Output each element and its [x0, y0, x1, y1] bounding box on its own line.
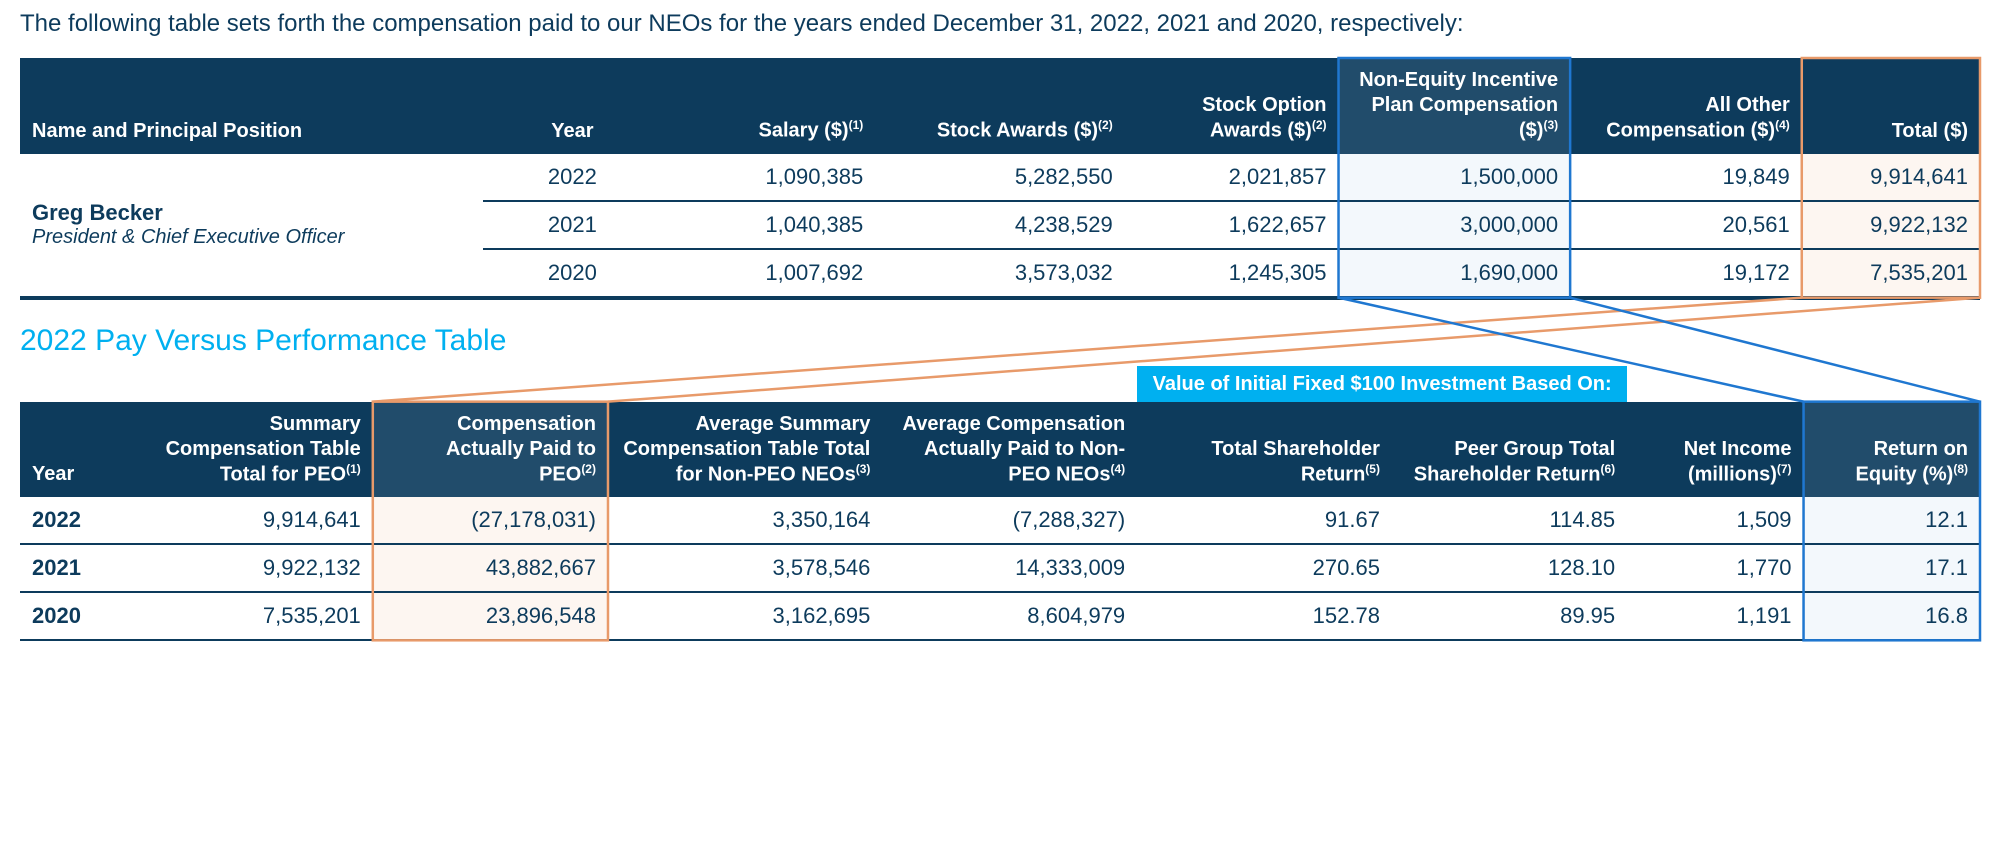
cell-year: 2022	[20, 497, 118, 544]
cell-sct-peo: 9,914,641	[118, 497, 373, 544]
compensation-table: Name and Principal Position Year Salary …	[20, 58, 1980, 300]
cell-total: 9,922,132	[1802, 201, 1980, 249]
col-total: Total ($)	[1802, 58, 1980, 154]
intro-paragraph: The following table sets forth the compe…	[20, 10, 1980, 38]
col-name: Name and Principal Position	[20, 58, 483, 154]
col-nonequity: Non-Equity Incentive Plan Compensation (…	[1339, 58, 1571, 154]
cell-option-awards: 1,622,657	[1125, 201, 1339, 249]
super-header-investment: Value of Initial Fixed $100 Investment B…	[1137, 366, 1627, 402]
cell-avg-cap: 14,333,009	[882, 544, 1137, 592]
cell-year: 2022	[483, 154, 661, 201]
cell-total: 7,535,201	[1802, 249, 1980, 298]
col-year: Year	[483, 58, 661, 154]
table-row: 2021 9,922,132 43,882,667 3,578,546 14,3…	[20, 544, 1980, 592]
table-row: Greg Becker President & Chief Executive …	[20, 154, 1980, 201]
cell-salary: 1,040,385	[661, 201, 875, 249]
cell-tsr: 91.67	[1137, 497, 1392, 544]
pay-vs-performance-heading: 2022 Pay Versus Performance Table	[20, 324, 1980, 358]
cell-roe: 12.1	[1804, 497, 1980, 544]
cell-stock-awards: 4,238,529	[875, 201, 1124, 249]
col-peer-tsr: Peer Group Total Shareholder Return(6)	[1392, 402, 1627, 498]
cell-total: 9,914,641	[1802, 154, 1980, 201]
col-cap-peo: Compensation Actually Paid to PEO(2)	[373, 402, 608, 498]
executive-name: Greg Becker	[32, 200, 471, 226]
cell-cap-peo: (27,178,031)	[373, 497, 608, 544]
col-avg-sct: Average Summary Compensation Table Total…	[608, 402, 882, 498]
cell-net-income: 1,191	[1627, 592, 1803, 640]
cell-peer-tsr: 89.95	[1392, 592, 1627, 640]
cell-nonequity: 1,690,000	[1339, 249, 1571, 298]
cell-sct-peo: 7,535,201	[118, 592, 373, 640]
cell-salary: 1,007,692	[661, 249, 875, 298]
cell-year: 2021	[483, 201, 661, 249]
cell-nonequity: 3,000,000	[1339, 201, 1571, 249]
cell-stock-awards: 3,573,032	[875, 249, 1124, 298]
col-option-awards: Stock Option Awards ($)(2)	[1125, 58, 1339, 154]
executive-name-cell: Greg Becker President & Chief Executive …	[20, 154, 483, 298]
cell-tsr: 270.65	[1137, 544, 1392, 592]
col-year: Year	[20, 402, 118, 498]
cell-all-other: 19,849	[1570, 154, 1802, 201]
cell-net-income: 1,770	[1627, 544, 1803, 592]
cell-option-awards: 1,245,305	[1125, 249, 1339, 298]
col-net-income: Net Income (millions)(7)	[1627, 402, 1803, 498]
cell-all-other: 19,172	[1570, 249, 1802, 298]
col-salary: Salary ($)(1)	[661, 58, 875, 154]
cell-avg-sct: 3,162,695	[608, 592, 882, 640]
cell-year: 2020	[20, 592, 118, 640]
cell-avg-sct: 3,350,164	[608, 497, 882, 544]
col-roe: Return on Equity (%)(8)	[1804, 402, 1980, 498]
table-row: 2020 7,535,201 23,896,548 3,162,695 8,60…	[20, 592, 1980, 640]
cell-peer-tsr: 114.85	[1392, 497, 1627, 544]
col-all-other: All Other Compensation ($)(4)	[1570, 58, 1802, 154]
cell-all-other: 20,561	[1570, 201, 1802, 249]
cell-net-income: 1,509	[1627, 497, 1803, 544]
cell-tsr: 152.78	[1137, 592, 1392, 640]
cell-nonequity: 1,500,000	[1339, 154, 1571, 201]
cell-cap-peo: 43,882,667	[373, 544, 608, 592]
cell-avg-cap: (7,288,327)	[882, 497, 1137, 544]
cell-avg-cap: 8,604,979	[882, 592, 1137, 640]
table-row: 2022 9,914,641 (27,178,031) 3,350,164 (7…	[20, 497, 1980, 544]
cell-year: 2021	[20, 544, 118, 592]
col-stock-awards: Stock Awards ($)(2)	[875, 58, 1124, 154]
col-tsr: Total Shareholder Return(5)	[1137, 402, 1392, 498]
col-avg-cap: Average Compensation Actually Paid to No…	[882, 402, 1137, 498]
cell-sct-peo: 9,922,132	[118, 544, 373, 592]
cell-salary: 1,090,385	[661, 154, 875, 201]
cell-peer-tsr: 128.10	[1392, 544, 1627, 592]
cell-roe: 16.8	[1804, 592, 1980, 640]
cell-stock-awards: 5,282,550	[875, 154, 1124, 201]
cell-avg-sct: 3,578,546	[608, 544, 882, 592]
cell-option-awards: 2,021,857	[1125, 154, 1339, 201]
col-sct-peo: Summary Compensation Table Total for PEO…	[118, 402, 373, 498]
tables-wrapper: Name and Principal Position Year Salary …	[20, 58, 1980, 641]
pay-vs-performance-table: Value of Initial Fixed $100 Investment B…	[20, 366, 1980, 642]
cell-roe: 17.1	[1804, 544, 1980, 592]
cell-cap-peo: 23,896,548	[373, 592, 608, 640]
executive-title: President & Chief Executive Officer	[32, 226, 471, 249]
cell-year: 2020	[483, 249, 661, 298]
